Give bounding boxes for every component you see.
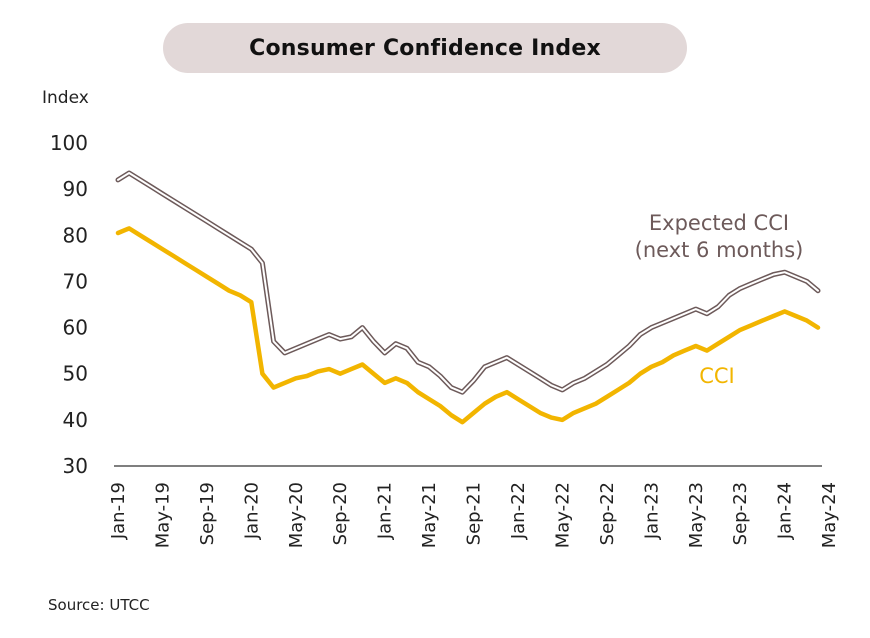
y-tick-label: 100 [50, 131, 88, 155]
x-tick-label: Jan-23 [641, 482, 662, 540]
chart-title-pill: Consumer Confidence Index [163, 23, 687, 73]
x-tick-label: May-21 [419, 482, 440, 548]
x-tick-label: Jan-20 [241, 482, 262, 540]
y-tick-label: 90 [63, 177, 88, 201]
y-tick-label: 40 [63, 408, 88, 432]
y-tick-label: 30 [63, 454, 88, 478]
x-tick-label: Sep-20 [330, 482, 351, 545]
y-tick-label: 60 [63, 316, 88, 340]
x-tick-label: May-20 [286, 482, 307, 548]
series-label-cci: CCI [699, 364, 735, 388]
series-line-expected-cci-inner [117, 172, 819, 394]
series-label-expected-cci-sub: (next 6 months) [635, 238, 804, 262]
series-label-expected-cci: Expected CCI [649, 211, 789, 235]
x-tick-label: Sep-22 [597, 482, 618, 545]
x-tick-label: Sep-23 [730, 482, 751, 545]
x-tick-label: May-24 [819, 482, 840, 548]
chart-title: Consumer Confidence Index [249, 35, 601, 61]
x-tick-label: Sep-21 [464, 482, 485, 545]
x-tick-label: Sep-19 [197, 482, 218, 545]
x-tick-label: May-23 [686, 482, 707, 548]
y-axis-label: Index [42, 88, 89, 108]
series-line-cci [115, 226, 821, 425]
x-tick-label: May-19 [152, 482, 173, 548]
y-tick-label: 50 [63, 362, 88, 386]
source-note: Source: UTCC [48, 596, 150, 614]
x-tick-label: Jan-24 [775, 482, 796, 540]
x-tick-label: Jan-19 [108, 482, 129, 540]
x-tick-label: May-22 [552, 482, 573, 548]
x-tick-label: Jan-21 [375, 482, 396, 540]
series-line-expected-cci [115, 170, 821, 395]
x-tick-label: Jan-22 [508, 482, 529, 540]
y-tick-label: 80 [63, 223, 88, 247]
y-tick-label: 70 [63, 269, 88, 293]
